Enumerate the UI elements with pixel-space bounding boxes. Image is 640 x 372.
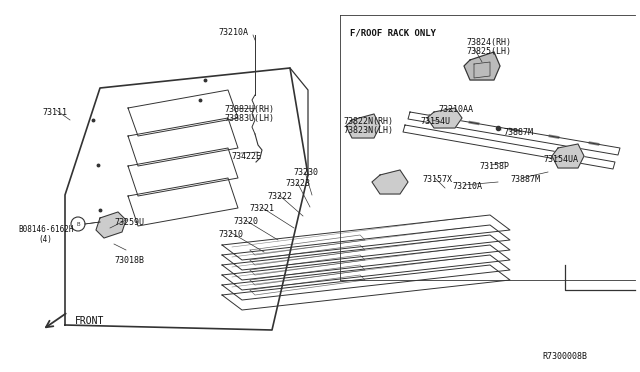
Polygon shape <box>552 144 584 168</box>
Text: 73887M: 73887M <box>503 128 533 137</box>
Text: B08146-6162H: B08146-6162H <box>18 225 74 234</box>
Text: 73157X: 73157X <box>422 175 452 184</box>
Text: 73210: 73210 <box>218 230 243 239</box>
Text: 73259U: 73259U <box>114 218 144 227</box>
Text: 73210A: 73210A <box>218 28 248 37</box>
Text: R7300008B: R7300008B <box>542 352 587 361</box>
Polygon shape <box>96 212 126 238</box>
Polygon shape <box>346 114 380 138</box>
Text: 73422E: 73422E <box>231 152 261 161</box>
Text: 73882U(RH): 73882U(RH) <box>224 105 274 114</box>
Text: (4): (4) <box>38 235 52 244</box>
Text: 73154UA: 73154UA <box>543 155 578 164</box>
Text: 73158P: 73158P <box>479 162 509 171</box>
Text: 73883U(LH): 73883U(LH) <box>224 114 274 123</box>
Text: 73825(LH): 73825(LH) <box>466 47 511 56</box>
Text: 73223: 73223 <box>285 179 310 188</box>
Text: 73887M: 73887M <box>510 175 540 184</box>
Text: F/ROOF RACK ONLY: F/ROOF RACK ONLY <box>350 28 436 37</box>
Text: 73210AA: 73210AA <box>438 105 473 114</box>
Text: 73824(RH): 73824(RH) <box>466 38 511 47</box>
Text: 73111: 73111 <box>42 108 67 117</box>
Polygon shape <box>464 52 500 80</box>
Text: FRONT: FRONT <box>75 316 104 326</box>
Polygon shape <box>427 108 462 128</box>
Text: 73220: 73220 <box>233 217 258 226</box>
Text: 73221: 73221 <box>249 204 274 213</box>
Text: 73018B: 73018B <box>114 256 144 265</box>
Text: 73822N(RH): 73822N(RH) <box>343 117 393 126</box>
Text: 73154U: 73154U <box>420 117 450 126</box>
Polygon shape <box>372 170 408 194</box>
Text: 73823N(LH): 73823N(LH) <box>343 126 393 135</box>
Text: 73222: 73222 <box>267 192 292 201</box>
Text: B: B <box>76 221 80 227</box>
Text: 73210A: 73210A <box>452 182 482 191</box>
Text: 73230: 73230 <box>293 168 318 177</box>
